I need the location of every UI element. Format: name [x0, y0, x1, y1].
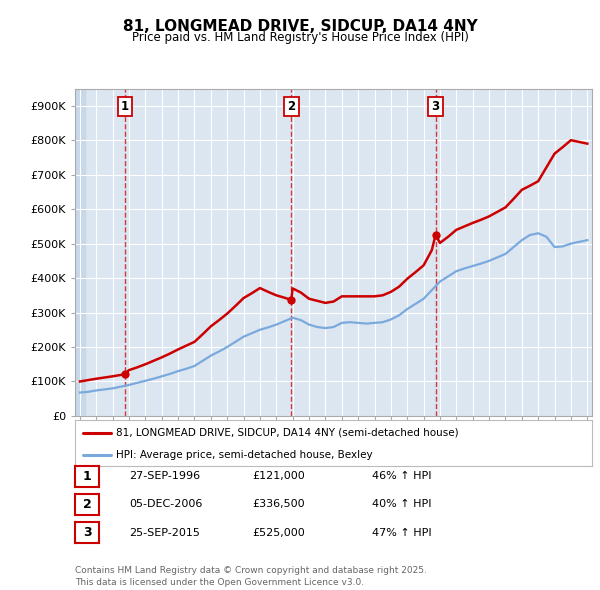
Text: 81, LONGMEAD DRIVE, SIDCUP, DA14 4NY (semi-detached house): 81, LONGMEAD DRIVE, SIDCUP, DA14 4NY (se… — [116, 428, 459, 438]
Text: £121,000: £121,000 — [252, 471, 305, 481]
Text: 3: 3 — [83, 526, 91, 539]
Text: 2: 2 — [83, 498, 91, 511]
Text: 1: 1 — [121, 100, 129, 113]
Text: 81, LONGMEAD DRIVE, SIDCUP, DA14 4NY: 81, LONGMEAD DRIVE, SIDCUP, DA14 4NY — [122, 19, 478, 34]
Text: 25-SEP-2015: 25-SEP-2015 — [129, 528, 200, 537]
Text: £336,500: £336,500 — [252, 500, 305, 509]
Text: 3: 3 — [431, 100, 440, 113]
Bar — [75, 88, 85, 416]
Text: 05-DEC-2006: 05-DEC-2006 — [129, 500, 202, 509]
Text: HPI: Average price, semi-detached house, Bexley: HPI: Average price, semi-detached house,… — [116, 450, 373, 460]
Text: £525,000: £525,000 — [252, 528, 305, 537]
Text: 27-SEP-1996: 27-SEP-1996 — [129, 471, 200, 481]
Text: 40% ↑ HPI: 40% ↑ HPI — [372, 500, 431, 509]
Text: Price paid vs. HM Land Registry's House Price Index (HPI): Price paid vs. HM Land Registry's House … — [131, 31, 469, 44]
Text: 47% ↑ HPI: 47% ↑ HPI — [372, 528, 431, 537]
Text: 1: 1 — [83, 470, 91, 483]
Text: 2: 2 — [287, 100, 295, 113]
Text: Contains HM Land Registry data © Crown copyright and database right 2025.
This d: Contains HM Land Registry data © Crown c… — [75, 566, 427, 587]
Text: 46% ↑ HPI: 46% ↑ HPI — [372, 471, 431, 481]
